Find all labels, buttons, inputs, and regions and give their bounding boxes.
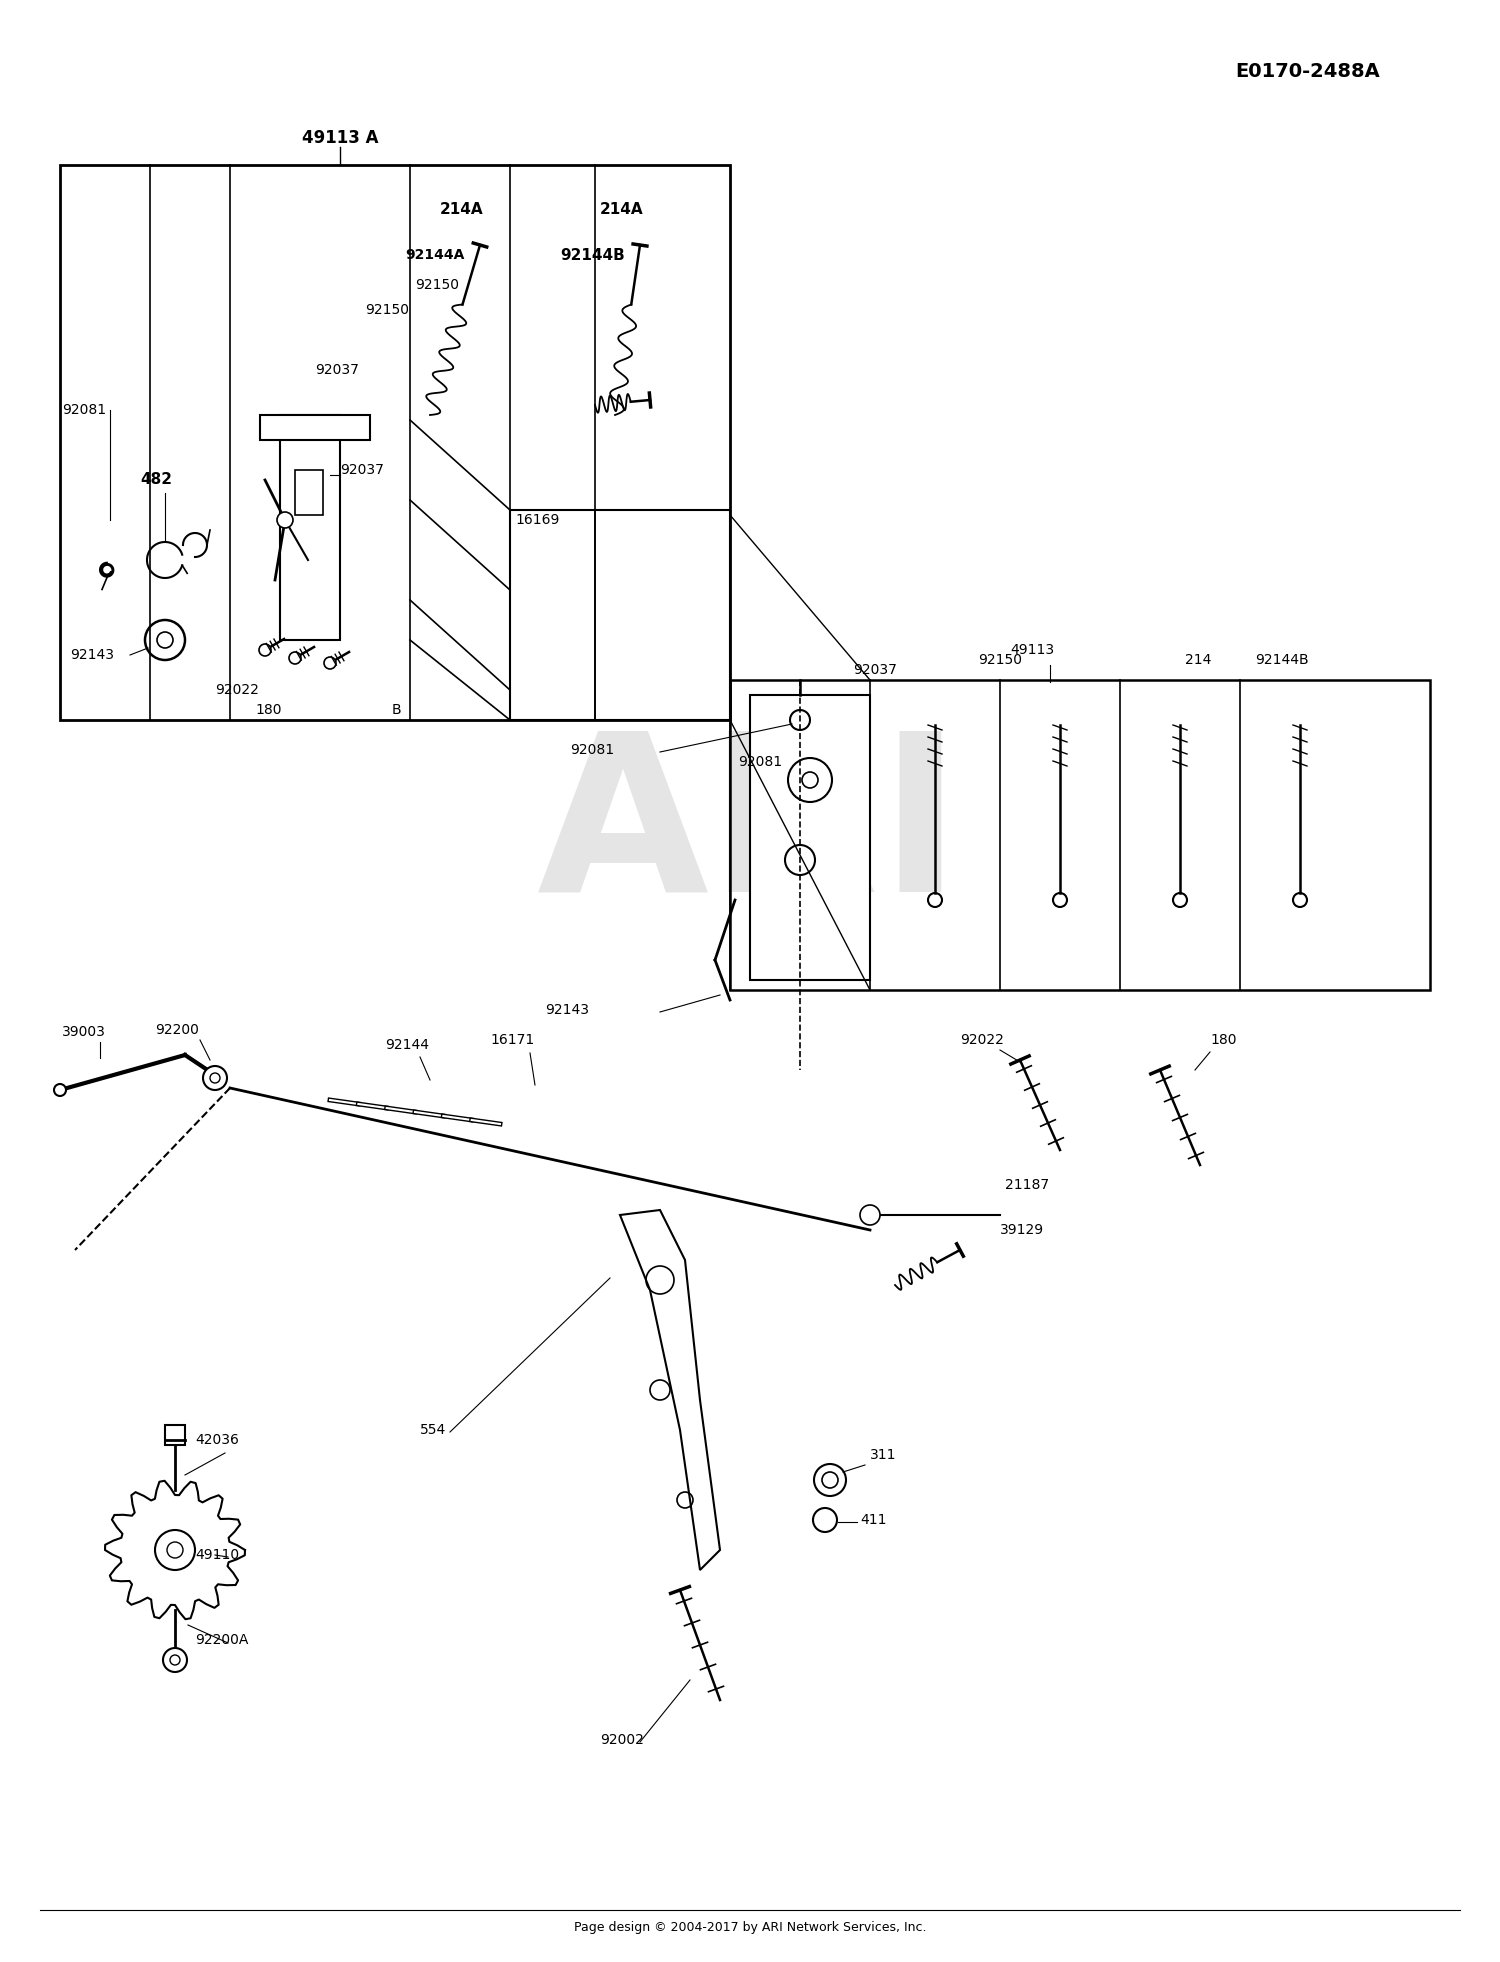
Text: 92002: 92002 (600, 1732, 644, 1746)
Circle shape (278, 512, 292, 528)
Text: 92150: 92150 (364, 302, 410, 318)
Circle shape (210, 1073, 220, 1083)
Text: 92144A: 92144A (405, 247, 465, 263)
Text: 39003: 39003 (62, 1024, 106, 1040)
Text: 411: 411 (859, 1513, 886, 1526)
Text: 39129: 39129 (1000, 1222, 1044, 1236)
Text: ARI: ARI (537, 724, 963, 938)
Circle shape (290, 651, 302, 663)
Text: 92022: 92022 (214, 683, 260, 697)
Text: 92143: 92143 (544, 1003, 590, 1016)
Circle shape (1053, 893, 1066, 906)
Text: 92150: 92150 (978, 653, 1022, 667)
Bar (510, 510, 730, 720)
Circle shape (164, 1648, 188, 1672)
Text: 42036: 42036 (195, 1432, 238, 1448)
Text: 214: 214 (1185, 653, 1212, 667)
Text: 214A: 214A (600, 202, 644, 218)
Polygon shape (260, 416, 370, 439)
Text: Page design © 2004-2017 by ARI Network Services, Inc.: Page design © 2004-2017 by ARI Network S… (573, 1921, 926, 1935)
Text: 180: 180 (1210, 1034, 1236, 1048)
Text: B: B (392, 702, 402, 716)
Text: 92022: 92022 (960, 1034, 1004, 1048)
Text: 92143: 92143 (70, 647, 114, 661)
Text: 16171: 16171 (490, 1034, 534, 1048)
Polygon shape (280, 416, 340, 640)
Circle shape (260, 644, 272, 655)
Text: 554: 554 (420, 1422, 447, 1436)
Circle shape (859, 1205, 880, 1224)
Text: 92144B: 92144B (1256, 653, 1308, 667)
Text: 92081: 92081 (738, 755, 782, 769)
Circle shape (813, 1509, 837, 1532)
Text: 16169: 16169 (514, 512, 560, 528)
Circle shape (928, 893, 942, 906)
Polygon shape (750, 695, 870, 979)
Text: 49110: 49110 (195, 1548, 238, 1562)
Polygon shape (620, 1211, 720, 1570)
Circle shape (170, 1656, 180, 1666)
Text: 180: 180 (255, 702, 282, 716)
Text: 92081: 92081 (62, 402, 106, 418)
Bar (296, 471, 322, 514)
Text: 49113: 49113 (1010, 644, 1054, 657)
Circle shape (1293, 893, 1306, 906)
Circle shape (815, 1464, 846, 1495)
Bar (60, 165, 730, 720)
Text: E0170-2488A: E0170-2488A (1236, 63, 1380, 80)
Text: 92081: 92081 (570, 744, 614, 757)
Circle shape (154, 1530, 195, 1570)
Circle shape (54, 1083, 66, 1097)
Circle shape (166, 1542, 183, 1558)
Circle shape (1173, 893, 1186, 906)
Text: 92200A: 92200A (195, 1632, 249, 1646)
Circle shape (202, 1065, 226, 1091)
Text: 49113 A: 49113 A (302, 129, 378, 147)
Text: 311: 311 (870, 1448, 897, 1462)
Text: 92200: 92200 (154, 1022, 200, 1038)
Bar (165, 1424, 184, 1444)
Text: 214A: 214A (440, 202, 483, 218)
Text: 92037: 92037 (340, 463, 384, 477)
Text: 21187: 21187 (1005, 1177, 1048, 1193)
Text: 92037: 92037 (853, 663, 897, 677)
Text: 92144: 92144 (386, 1038, 429, 1052)
Text: 92144B: 92144B (560, 247, 624, 263)
Circle shape (790, 710, 810, 730)
Text: 482: 482 (140, 473, 172, 487)
Circle shape (324, 657, 336, 669)
Bar (730, 681, 1430, 991)
Circle shape (822, 1472, 839, 1487)
Text: 92037: 92037 (315, 363, 358, 377)
Text: 92150: 92150 (416, 279, 459, 292)
